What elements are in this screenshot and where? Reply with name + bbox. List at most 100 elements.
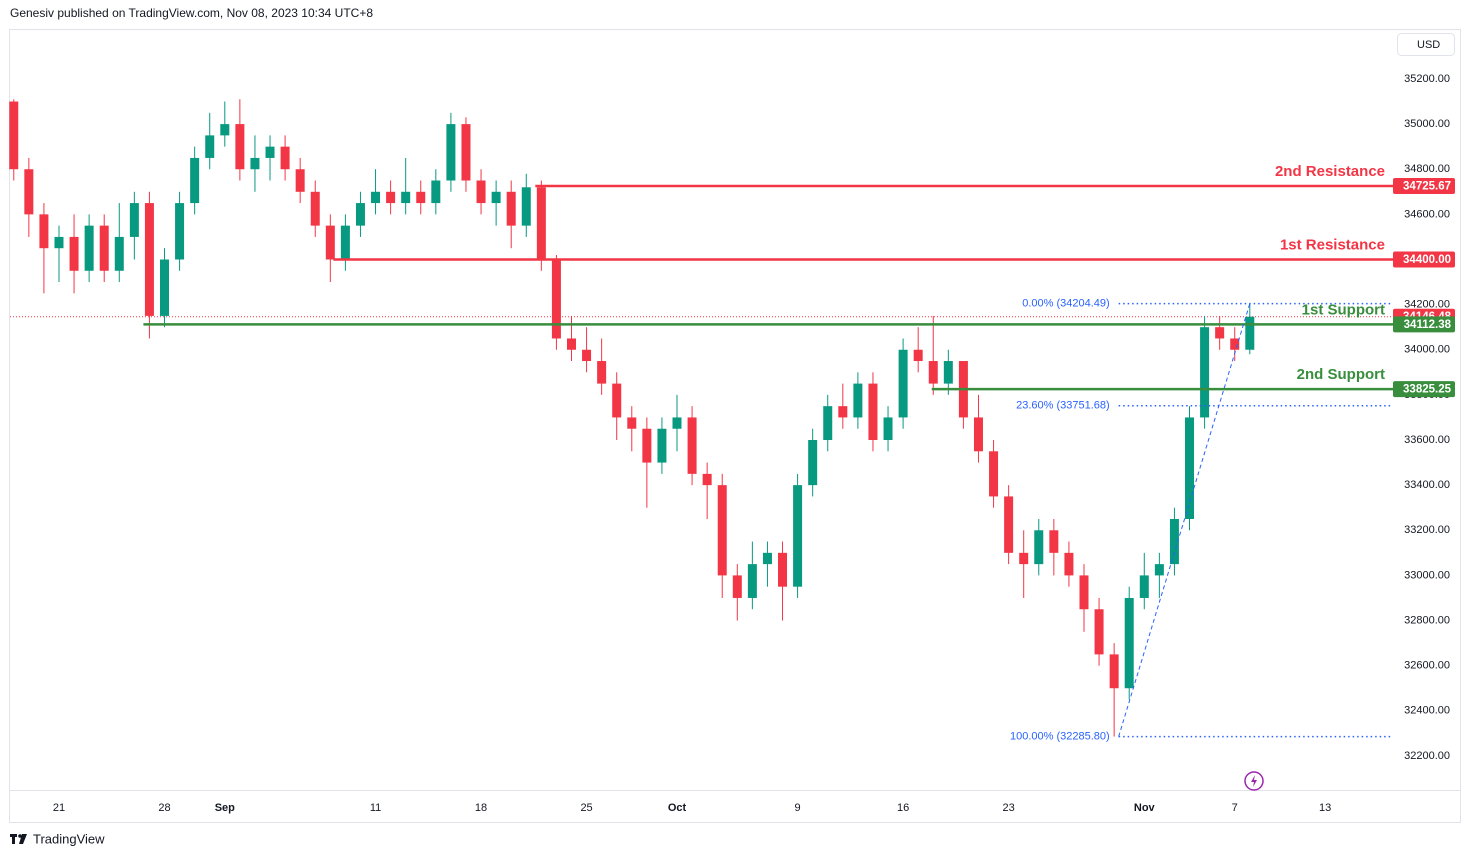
candle-body — [160, 259, 170, 316]
candle-body — [1154, 564, 1164, 576]
candle-body — [1064, 552, 1074, 576]
candle-body — [340, 225, 350, 260]
x-tick-label: 28 — [158, 802, 170, 814]
candle-body — [1215, 327, 1225, 339]
candle-body — [778, 552, 788, 587]
candle-body — [310, 191, 320, 226]
candle-body — [1169, 518, 1179, 565]
candle-body — [1004, 496, 1014, 553]
candle-body — [747, 564, 757, 598]
candle-body — [280, 146, 290, 170]
header-text: Genesiv published on TradingView.com, No… — [10, 6, 373, 20]
candle-body — [883, 417, 893, 441]
fib-level-label: 100.00% (32285.80) — [1010, 730, 1110, 742]
x-tick-label: 11 — [370, 802, 381, 814]
candle-body — [1245, 316, 1255, 350]
candle-body — [1124, 597, 1134, 689]
candle-body — [250, 157, 260, 170]
x-tick-label: 13 — [1319, 802, 1331, 814]
candle-body — [386, 191, 396, 204]
y-tick-label: 34200.00 — [1404, 299, 1450, 311]
y-tick-label: 32400.00 — [1404, 705, 1450, 717]
candle-body — [84, 225, 94, 271]
candle-body — [9, 101, 19, 170]
candle-body — [355, 203, 365, 226]
candle-body — [536, 187, 546, 260]
candle-body — [431, 180, 441, 204]
price-axis-label: 34112.38 — [1404, 319, 1452, 331]
candle-body — [627, 417, 637, 429]
price-axis-label: 34725.67 — [1403, 181, 1451, 193]
y-tick-label: 34800.00 — [1404, 163, 1450, 175]
candle-body — [597, 361, 607, 384]
candle-body — [808, 440, 818, 486]
level-name: 2nd Resistance — [1275, 163, 1385, 180]
candle-body — [687, 417, 697, 474]
brand-logo — [10, 834, 27, 844]
y-tick-label: 32600.00 — [1404, 660, 1450, 672]
candle-body — [1139, 575, 1149, 598]
candle-body — [265, 146, 275, 158]
candle-body — [793, 485, 803, 587]
candle-body — [853, 383, 863, 418]
candle-body — [325, 225, 335, 260]
candle-body — [823, 406, 833, 441]
candle-body — [642, 428, 652, 463]
price-axis-label: 34400.00 — [1403, 254, 1451, 266]
price-axis-label: 33825.25 — [1403, 384, 1452, 396]
candle-body — [69, 236, 79, 271]
candle-body — [612, 383, 622, 418]
y-tick-label: 33200.00 — [1404, 524, 1450, 536]
candle-body — [1049, 530, 1059, 553]
candle-body — [1185, 417, 1195, 519]
x-tick-label: 25 — [580, 802, 592, 814]
candle-body — [39, 214, 49, 249]
candle-body — [295, 169, 305, 192]
candle-body — [1094, 609, 1104, 655]
candle-body — [190, 157, 200, 204]
candle-body — [1079, 575, 1089, 610]
lightning-icon[interactable] — [1244, 771, 1264, 791]
candle-body — [582, 349, 592, 362]
candle-body — [1034, 530, 1044, 565]
price-axis-label-box — [1393, 316, 1455, 333]
candle-body — [1019, 552, 1029, 565]
candle-body — [989, 451, 999, 497]
candle-body — [129, 203, 139, 237]
candle-body — [506, 191, 516, 226]
fib-level-label: 23.60% (33751.68) — [1016, 400, 1110, 412]
candle-body — [898, 349, 908, 418]
fib-level-label: 0.00% (34204.49) — [1022, 298, 1109, 310]
candle-body — [1230, 338, 1240, 350]
candle-body — [1200, 327, 1210, 418]
candle-body — [175, 203, 185, 260]
x-tick-label: 18 — [475, 802, 487, 814]
candle-body — [702, 473, 712, 486]
level-name: 2nd Support — [1297, 366, 1385, 383]
candle-body — [99, 225, 109, 271]
candle-body — [446, 124, 456, 181]
brand-name: TradingView — [33, 831, 105, 846]
candle-body — [54, 236, 64, 249]
currency-label[interactable]: USD — [1417, 39, 1440, 51]
price-axis-label-box — [1393, 381, 1455, 398]
y-tick-label: 34600.00 — [1404, 208, 1450, 220]
candle-body — [235, 124, 245, 170]
x-tick-label: 23 — [1002, 802, 1014, 814]
price-axis-label-box — [1393, 178, 1455, 195]
x-tick-label: 21 — [53, 802, 65, 814]
x-tick-label: Sep — [215, 802, 235, 814]
candle-body — [114, 236, 124, 271]
candle-body — [401, 191, 411, 204]
candle-body — [476, 180, 486, 204]
y-tick-label: 33000.00 — [1404, 569, 1450, 581]
fib-trend-line — [1118, 303, 1251, 737]
level-name: 1st Resistance — [1280, 236, 1385, 253]
candle-body — [657, 428, 667, 463]
currency-button[interactable] — [1397, 33, 1455, 56]
level-name: 1st Support — [1302, 301, 1385, 318]
candle-body — [205, 135, 215, 158]
candle-body — [416, 191, 426, 204]
y-tick-label: 34000.00 — [1404, 344, 1450, 356]
